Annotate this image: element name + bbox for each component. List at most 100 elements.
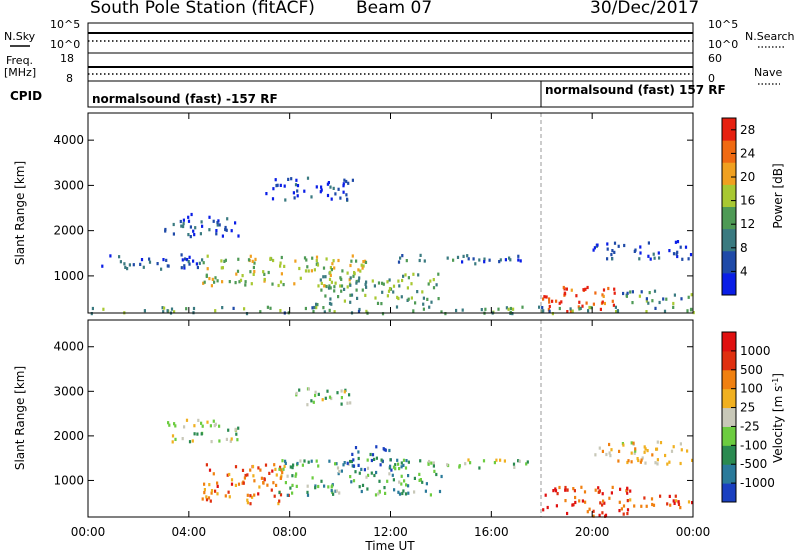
power-cell [210, 284, 213, 288]
velocity-cell [306, 403, 309, 407]
velocity-cell [216, 484, 219, 488]
power-cell [200, 220, 203, 224]
power-cell [687, 257, 690, 261]
power-cell [326, 193, 330, 198]
power-cell [386, 294, 389, 298]
velocity-cell [641, 456, 644, 460]
velocity-cell [228, 495, 231, 499]
power-cell [581, 304, 584, 308]
power-cell [319, 278, 322, 282]
power-cell [296, 194, 299, 198]
power-cell [267, 270, 270, 275]
power-cell [430, 300, 433, 304]
velocity-cell [556, 492, 559, 496]
power-colorbar-label: Power [dB] [771, 163, 785, 228]
cpid-panel [87, 80, 694, 108]
power-colorbar-swatch [722, 228, 736, 252]
power-cell [198, 261, 201, 265]
nsearch-tick-low: 10^0 [708, 38, 738, 51]
velocity-cell [610, 491, 613, 495]
power-cell [616, 309, 619, 313]
velocity-cell [348, 393, 351, 397]
velocity-cell [295, 484, 298, 488]
power-cell [613, 250, 616, 254]
velocity-cell [680, 448, 683, 452]
velocity-cell [252, 474, 255, 478]
power-cell [484, 307, 487, 311]
power-cell [346, 271, 349, 275]
velocity-cell [273, 494, 276, 498]
velocity-cell [404, 492, 408, 496]
velocity-cell [512, 462, 516, 466]
power-cell [507, 307, 510, 311]
power-cell [101, 264, 104, 268]
velocity-cell [407, 491, 410, 495]
velocity-heatmap [167, 387, 694, 518]
power-cell [331, 262, 334, 266]
velocity-cell [225, 437, 228, 441]
power-cell [343, 178, 346, 182]
power-cell [395, 305, 399, 309]
x-tick-label: 08:00 [272, 525, 307, 539]
velocity-cell [634, 447, 637, 451]
velocity-cell [580, 485, 583, 489]
velocity-cell [656, 458, 659, 462]
power-cell [575, 294, 578, 298]
power-cell [339, 196, 342, 200]
power-cell [90, 312, 93, 316]
velocity-cell [251, 464, 255, 469]
velocity-colorbar-swatch [722, 407, 736, 427]
velocity-cell [237, 482, 241, 486]
power-cell [498, 260, 501, 264]
power-cell [668, 249, 671, 253]
power-cell [282, 283, 285, 287]
velocity-cell [340, 396, 343, 400]
power-cell [188, 262, 191, 266]
power-cell [648, 291, 651, 295]
velocity-cell [629, 498, 632, 502]
velocity-cell [234, 465, 238, 469]
power-cell [658, 256, 661, 260]
velocity-cell [433, 469, 436, 473]
velocity-cell [249, 502, 252, 506]
velocity-cell [236, 438, 239, 442]
velocity-cell [367, 473, 370, 477]
power-cell [560, 300, 563, 304]
velocity-colorbar-swatch [722, 483, 736, 503]
power-cell [599, 307, 602, 311]
power-cell [249, 270, 252, 274]
velocity-cell [418, 472, 421, 476]
power-cell [349, 263, 352, 268]
velocity-cell [544, 493, 547, 497]
power-cell [245, 312, 249, 316]
velocity-cell [469, 461, 472, 465]
velocity-cell [404, 466, 408, 470]
power-cell [351, 178, 354, 182]
velocity-cell [272, 481, 275, 485]
power-colorbar-swatch [722, 162, 736, 185]
power-cell [461, 308, 464, 312]
velocity-colorbar-label-close: ] [771, 373, 785, 378]
power-cell [243, 307, 246, 311]
power-cell [508, 256, 511, 260]
velocity-colorbar-tick-label: -25 [740, 419, 760, 433]
velocity-cell [609, 454, 612, 458]
velocity-cell [403, 479, 406, 483]
power-cell [647, 254, 650, 258]
power-cell [306, 176, 310, 180]
velocity-cell [281, 459, 284, 463]
power-cell [304, 269, 308, 273]
power-cell [234, 221, 237, 225]
power-cell [373, 284, 376, 288]
velocity-cell [574, 495, 577, 500]
power-colorbar-swatch [722, 184, 736, 207]
velocity-cell [674, 494, 677, 498]
velocity-colorbar-swatch [722, 332, 736, 352]
velocity-cell [311, 476, 314, 480]
velocity-cell [571, 503, 574, 507]
power-cell [266, 305, 269, 309]
power-cell [320, 288, 323, 292]
power-cell [328, 308, 331, 312]
power-cell [179, 219, 182, 224]
velocity-cell [168, 423, 171, 427]
